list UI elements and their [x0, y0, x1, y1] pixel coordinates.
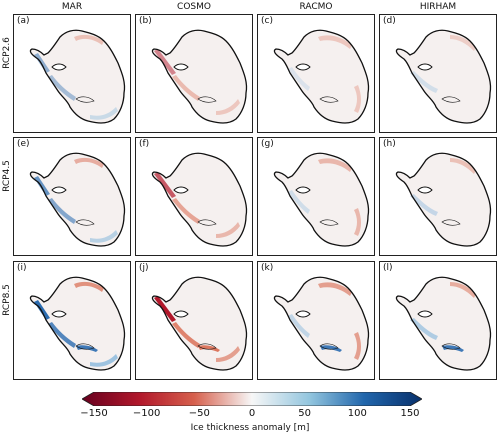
antarctica-map — [29, 152, 126, 247]
antarctica-map — [395, 152, 492, 247]
map-panel-cosmo-rcp26: (b) — [135, 14, 253, 133]
colorbar-tick-label: 0 — [248, 408, 256, 419]
map-panel-mar-rcp85: (i) — [13, 261, 131, 380]
map-panel-racmo-rcp45: (g) — [257, 137, 375, 256]
column-header-mar: MAR — [61, 2, 83, 12]
colorbar-tick-label: −150 — [80, 408, 108, 419]
colorbar — [82, 392, 422, 406]
colorbar-label: Ice thickness anomaly [m] — [190, 423, 310, 433]
panel-label: (e) — [17, 139, 30, 149]
panel-label: (k) — [261, 263, 274, 273]
map-panel-cosmo-rcp85: (j) — [135, 261, 253, 380]
antarctica-map — [273, 276, 370, 371]
panel-label: (a) — [17, 16, 30, 26]
colorbar-tick-label: 150 — [400, 408, 420, 419]
colorbar-tick-label: 100 — [347, 408, 367, 419]
panel-label: (i) — [17, 263, 27, 273]
map-panel-cosmo-rcp45: (f) — [135, 137, 253, 256]
panel-label: (c) — [261, 16, 273, 26]
row-header-rcp85: RCP8.5 — [2, 284, 12, 316]
map-panel-hirham-rcp45: (h) — [379, 137, 497, 256]
antarctica-map — [273, 152, 370, 247]
panel-label: (h) — [383, 139, 396, 149]
colorbar-tick-label: −50 — [188, 408, 210, 419]
panel-label: (g) — [261, 139, 274, 149]
panel-label: (l) — [383, 263, 393, 273]
map-panel-mar-rcp26: (a) — [13, 14, 131, 133]
map-panel-hirham-rcp26: (d) — [379, 14, 497, 133]
panel-label: (b) — [139, 16, 152, 26]
antarctica-map — [395, 276, 492, 371]
map-panel-racmo-rcp26: (c) — [257, 14, 375, 133]
colorbar-tick-label: 50 — [298, 408, 312, 419]
antarctica-map — [395, 29, 492, 124]
panel-label: (f) — [139, 139, 150, 149]
column-header-racmo: RACMO — [299, 2, 333, 12]
map-panel-hirham-rcp85: (l) — [379, 261, 497, 380]
antarctica-map — [29, 29, 126, 124]
colorbar-tick-label: −100 — [132, 408, 161, 419]
antarctica-map — [29, 276, 126, 371]
column-header-hirham: HIRHAM — [419, 2, 457, 12]
row-header-rcp26: RCP2.6 — [2, 37, 12, 69]
antarctica-map — [151, 29, 248, 124]
panel-label: (d) — [383, 16, 396, 26]
panel-label: (j) — [139, 263, 149, 273]
map-panel-mar-rcp45: (e) — [13, 137, 131, 256]
column-header-cosmo: COSMO — [177, 2, 211, 12]
map-panel-racmo-rcp85: (k) — [257, 261, 375, 380]
antarctica-map — [273, 29, 370, 124]
antarctica-map — [151, 276, 248, 371]
row-header-rcp45: RCP4.5 — [2, 160, 12, 192]
antarctica-map — [151, 152, 248, 247]
